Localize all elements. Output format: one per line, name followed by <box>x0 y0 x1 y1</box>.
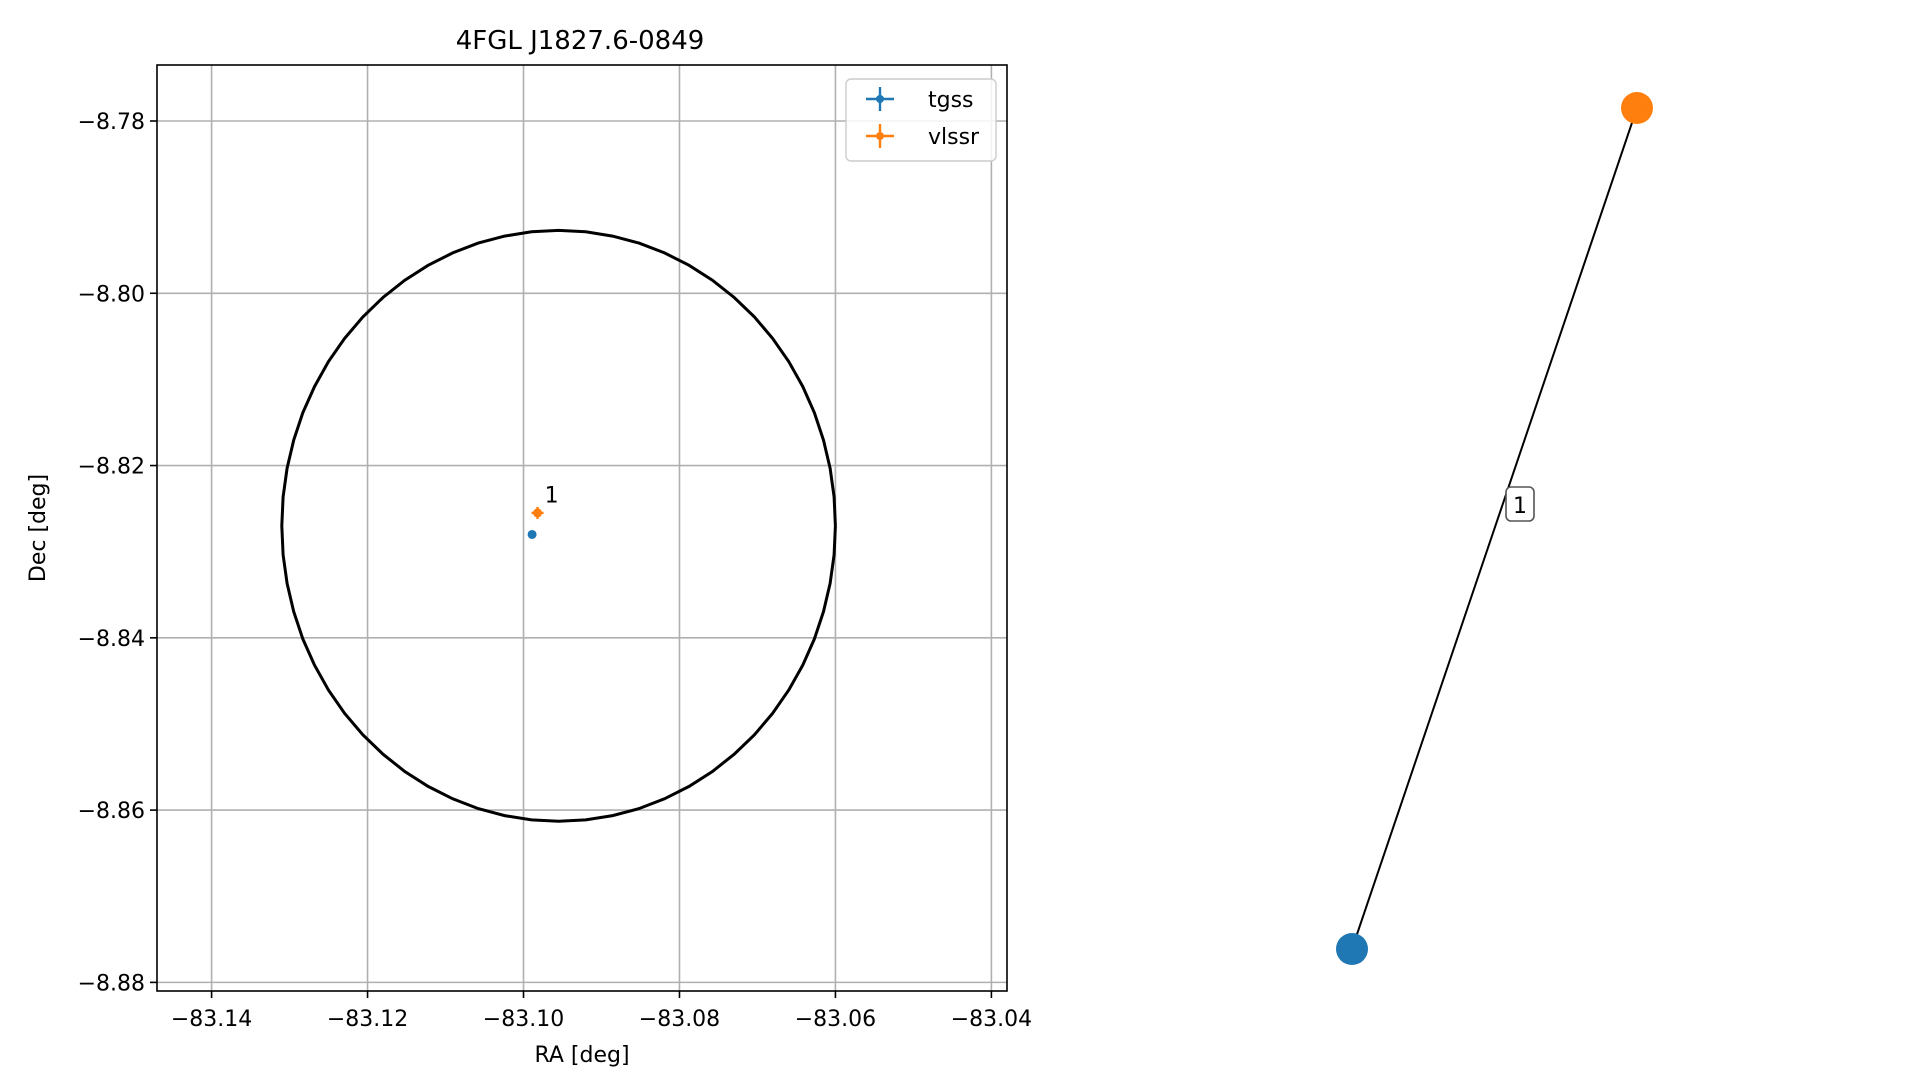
x-tick-label: −83.12 <box>327 1007 408 1032</box>
legend-marker-vlssr <box>866 124 894 148</box>
legend: tgss vlssr <box>845 78 997 162</box>
point-annotation: 1 <box>545 484 559 509</box>
data-points: 1 <box>527 484 559 539</box>
sky-map-plot: 4FGL J1827.6-0849 1 −83.14 −83.12 −83.10 −8… <box>26 26 1032 1068</box>
association-graph: 1 <box>1336 92 1653 965</box>
x-axis-label: RA [deg] <box>534 1043 629 1068</box>
legend-label-vlssr: vlssr <box>928 125 980 150</box>
edge-label: 1 <box>1513 494 1527 519</box>
plot-title: 4FGL J1827.6-0849 <box>456 26 705 56</box>
y-tick-label: −8.80 <box>78 282 145 307</box>
legend-marker-tgss <box>866 87 894 111</box>
y-tick-label: −8.88 <box>78 971 145 996</box>
legend-label-tgss: tgss <box>928 88 974 113</box>
y-axis-label: Dec [deg] <box>26 474 51 582</box>
x-tick-label: −83.08 <box>639 1007 720 1032</box>
plot-frame <box>156 64 1008 992</box>
graph-edge <box>1351 107 1638 950</box>
graph-node-tgss <box>1336 933 1368 965</box>
x-tick-label: −83.04 <box>951 1007 1032 1032</box>
point-tgss <box>527 529 537 539</box>
error-ellipse <box>280 228 837 823</box>
y-tick-label: −8.86 <box>78 799 145 824</box>
y-tick-label: −8.78 <box>78 110 145 135</box>
y-axis-ticks: −8.78 −8.80 −8.82 −8.84 −8.86 −8.88 <box>78 110 157 996</box>
y-tick-label: −8.84 <box>78 627 145 652</box>
edge-label-box <box>1505 486 1535 522</box>
error-circle <box>280 228 837 823</box>
x-tick-label: −83.14 <box>171 1007 252 1032</box>
x-tick-label: −83.06 <box>795 1007 876 1032</box>
graph-node-vlssr <box>1621 92 1653 124</box>
grid-lines <box>157 65 1007 991</box>
x-tick-label: −83.10 <box>483 1007 564 1032</box>
x-axis-ticks: −83.14 −83.12 −83.10 −83.08 −83.06 −83.04 <box>171 991 1032 1032</box>
y-tick-label: −8.82 <box>78 455 145 480</box>
point-vlssr <box>533 508 543 518</box>
